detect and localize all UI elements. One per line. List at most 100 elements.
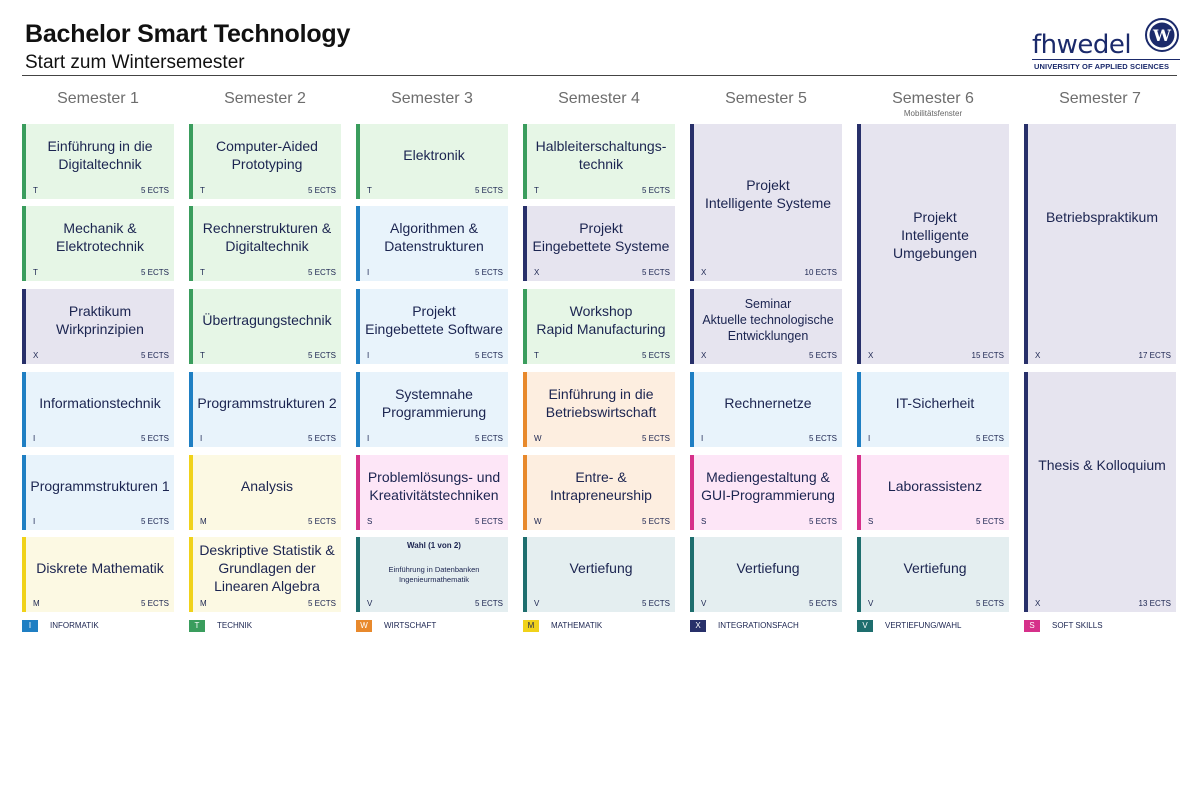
logo-wordmark: fhwedel <box>1032 30 1132 60</box>
module-ects: 5 ECTS <box>808 434 837 443</box>
module-ects: 5 ECTS <box>140 517 169 526</box>
module-name: Computer-Aided Prototyping <box>216 137 318 172</box>
legend-label: SOFT SKILLS <box>1052 621 1103 630</box>
semester-heading: Semester 3 <box>391 90 473 107</box>
module-card: Projekt Intelligente Umgebungen X 15 ECTS <box>857 124 1009 364</box>
fh-wedel-logo: fhwedel W UNIVERSITY OF APPLIED SCIENCES <box>1032 18 1180 74</box>
module-name: Einführung in die Betriebswirtschaft <box>545 385 657 420</box>
module-category-code: S <box>868 517 874 526</box>
module-card: Praktikum Wirkprinzipien X 5 ECTS <box>22 289 174 364</box>
module-name-wrap: Betriebspraktikum <box>1032 128 1172 346</box>
module-name-wrap: Algorithmen & Datenstrukturen <box>364 210 504 263</box>
module-name-wrap: Vertiefung <box>865 541 1005 594</box>
module-name-wrap: Informationstechnik <box>30 376 170 429</box>
legend-label: TECHNIK <box>217 621 253 630</box>
module-card: Laborassistenz S 5 ECTS <box>857 455 1009 530</box>
module-category-code: I <box>868 434 871 443</box>
legend-swatch: V <box>857 620 873 632</box>
module-category-code: I <box>367 268 370 277</box>
module-name-wrap: Einführung in die Digitaltechnik <box>30 128 170 181</box>
module-name-wrap: Computer-Aided Prototyping <box>197 128 337 181</box>
module-ects: 5 ECTS <box>307 268 336 277</box>
module-name: Betriebspraktikum <box>1045 209 1159 225</box>
module-name: Praktikum Wirkprinzipien <box>56 302 144 337</box>
module-card: Seminar Aktuelle technologische Entwickl… <box>690 289 842 364</box>
module-name-wrap: Entre- & Intrapreneurship <box>531 459 671 512</box>
module-name-wrap: Problemlösungs- und Kreativitätstechnike… <box>364 459 504 512</box>
module-name: Programmstrukturen 2 <box>197 394 337 411</box>
module-name-wrap: Systemnahe Programmierung <box>364 376 504 429</box>
module-category-code: I <box>701 434 704 443</box>
module-category-code: X <box>701 268 707 277</box>
module-name: Projekt Intelligente Umgebungen <box>892 209 978 261</box>
module-category-code: X <box>534 268 540 277</box>
module-ects: 5 ECTS <box>474 599 503 608</box>
module-name: Thesis & Kolloquium <box>1038 457 1166 473</box>
module-name: Rechnerstrukturen & Digitaltechnik <box>202 219 332 254</box>
module-name: Diskrete Mathematik <box>36 559 164 576</box>
module-card: Systemnahe Programmierung I 5 ECTS <box>356 372 508 447</box>
semester-note: Mobilitätsfenster <box>903 109 963 118</box>
module-card: Thesis & Kolloquium X 13 ECTS <box>1024 372 1176 612</box>
module-name: Mechanik & Elektrotechnik <box>56 219 144 254</box>
module-name: Programmstrukturen 1 <box>30 477 170 494</box>
module-card: Problemlösungs- und Kreativitätstechnike… <box>356 455 508 530</box>
module-card: Computer-Aided Prototyping T 5 ECTS <box>189 124 341 199</box>
module-ects: 5 ECTS <box>474 434 503 443</box>
module-card: Entre- & Intrapreneurship W 5 ECTS <box>523 455 675 530</box>
module-name: Workshop Rapid Manufacturing <box>536 302 666 337</box>
module-name-wrap: Workshop Rapid Manufacturing <box>531 293 671 346</box>
module-name-wrap: Übertragungstechnik <box>197 293 337 346</box>
module-name: Informationstechnik <box>39 394 161 411</box>
module-category-code: T <box>534 186 539 195</box>
module-category-code: I <box>367 434 370 443</box>
module-category-code: W <box>534 517 542 526</box>
module-category-code: S <box>367 517 373 526</box>
module-name-wrap: Analysis <box>197 459 337 512</box>
legend-swatch: I <box>22 620 38 632</box>
module-card: Vertiefung V 5 ECTS <box>857 537 1009 612</box>
module-ects: 5 ECTS <box>307 434 336 443</box>
module-name: Projekt Intelligente Systeme <box>704 177 832 211</box>
semester-heading: Semester 4 <box>558 90 640 107</box>
module-category-code: M <box>200 517 207 526</box>
module-name: Elektronik <box>403 146 465 163</box>
module-category-code: X <box>868 351 874 360</box>
legend-label: INTEGRATIONSFACH <box>718 621 799 630</box>
module-card: Mediengestaltung & GUI-Programmierung S 5 … <box>690 455 842 530</box>
module-card: Projekt Eingebettete Systeme X 5 ECTS <box>523 206 675 281</box>
module-category-code: V <box>534 599 540 608</box>
semester-heading: Semester 6 <box>892 90 974 107</box>
module-card: Halbleiterschaltungs- technik T 5 ECTS <box>523 124 675 199</box>
module-ects: 5 ECTS <box>641 351 670 360</box>
module-ects: 17 ECTS <box>1138 351 1171 360</box>
logo-tagline: UNIVERSITY OF APPLIED SCIENCES <box>1034 62 1170 71</box>
module-card: Informationstechnik I 5 ECTS <box>22 372 174 447</box>
module-ects: 5 ECTS <box>808 351 837 360</box>
logo-emblem-letter: W <box>1152 26 1172 45</box>
module-card: Mechanik & Elektrotechnik T 5 ECTS <box>22 206 174 281</box>
module-name-wrap: Laborassistenz <box>865 459 1005 512</box>
module-name-wrap: Programmstrukturen 1 <box>30 459 170 512</box>
module-category-code: X <box>1035 599 1041 608</box>
logo-rule <box>1032 59 1180 60</box>
module-name: Vertiefung <box>569 559 633 576</box>
module-category-code: S <box>701 517 707 526</box>
module-card: Workshop Rapid Manufacturing T 5 ECTS <box>523 289 675 364</box>
module-name: Halbleiterschaltungs- technik <box>535 137 667 172</box>
module-category-code: I <box>200 434 203 443</box>
module-ects: 5 ECTS <box>641 599 670 608</box>
module-ects: 5 ECTS <box>975 599 1004 608</box>
semester-heading: Semester 5 <box>725 90 807 107</box>
module-card: Einführung in die Betriebswirtschaft W 5 E… <box>523 372 675 447</box>
module-choice-title: Wahl (1 von 2) <box>407 541 461 550</box>
module-card: Übertragungstechnik T 5 ECTS <box>189 289 341 364</box>
module-name-wrap: Projekt Intelligente Systeme <box>698 128 838 263</box>
module-category-code: M <box>33 599 40 608</box>
module-category-code: M <box>200 599 207 608</box>
semester-heading: Semester 1 <box>57 90 139 107</box>
module-card: Wahl (1 von 2) Einführung in Datenbanken … <box>356 537 508 612</box>
module-ects: 5 ECTS <box>641 434 670 443</box>
module-category-code: T <box>33 186 38 195</box>
module-name: Laborassistenz <box>887 477 983 494</box>
